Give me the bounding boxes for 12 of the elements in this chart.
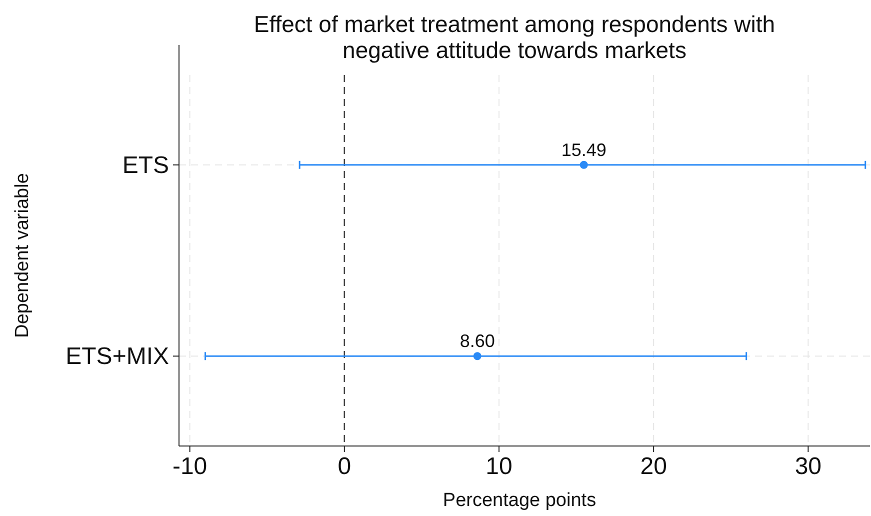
x-tick-label: 0 bbox=[338, 453, 352, 480]
x-tick-label: 30 bbox=[794, 453, 822, 480]
x-axis-title: Percentage points bbox=[442, 490, 596, 511]
y-tick-label: ETS bbox=[122, 152, 169, 179]
data-label: 8.60 bbox=[460, 331, 495, 352]
x-tick-label: 20 bbox=[640, 453, 667, 480]
y-axis-title: Dependent variable bbox=[12, 173, 33, 338]
data-label: 15.49 bbox=[561, 140, 606, 160]
x-tick-label: -10 bbox=[172, 453, 208, 480]
y-tick-label: ETS+MIX bbox=[66, 343, 169, 370]
x-tick-label: 10 bbox=[486, 453, 512, 480]
chart-title: Effect of market treatment among respondents with negative attitude towards markets bbox=[254, 11, 776, 63]
